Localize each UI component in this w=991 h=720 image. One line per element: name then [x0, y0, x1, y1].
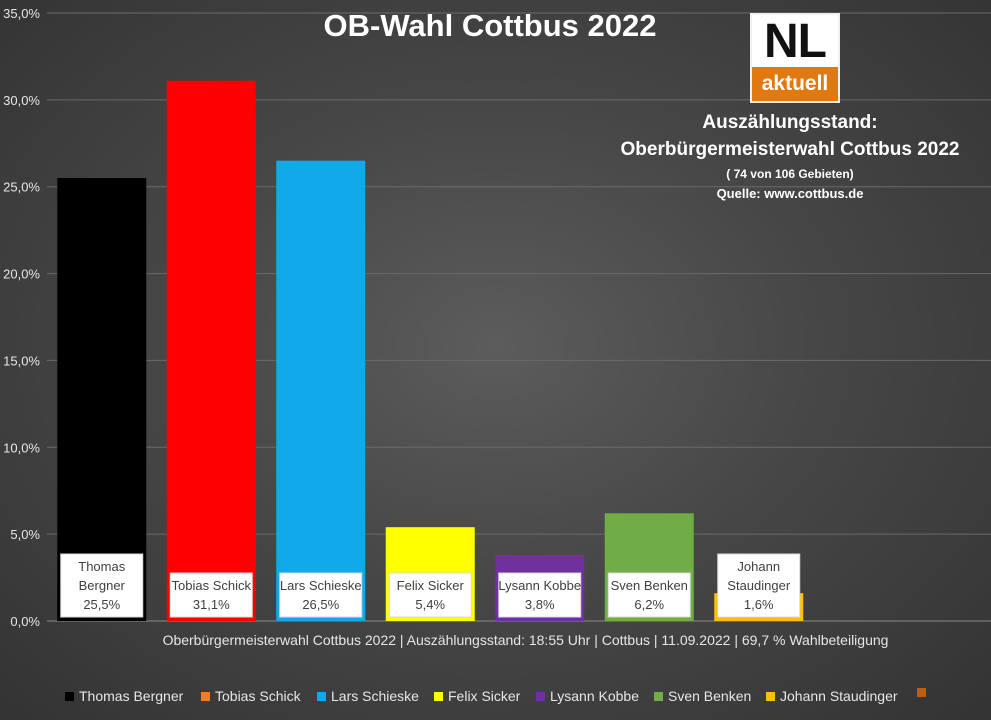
data-label: Bergner: [79, 578, 126, 593]
legend-item: Tobias Schick: [201, 688, 301, 704]
logo-nl-text: NL: [764, 14, 827, 68]
bar: [166, 80, 256, 621]
legend-label: Tobias Schick: [215, 688, 301, 704]
data-label: 5,4%: [415, 597, 445, 612]
chart-subtitle: Oberbürgermeisterwahl Cottbus 2022 | Aus…: [162, 632, 889, 648]
data-label: Tobias Schick: [172, 578, 252, 593]
data-label-box: [607, 572, 691, 618]
legend-swatch: [766, 691, 775, 701]
bar: [276, 160, 366, 621]
annotation-count-status: Auszählungsstand:: [702, 112, 878, 133]
legend-swatch: [654, 691, 663, 701]
legend-label: Felix Sicker: [448, 688, 521, 704]
y-tick-label: 0,0%: [10, 614, 40, 629]
y-tick-label: 25,0%: [3, 180, 40, 195]
legend-item: [917, 688, 931, 697]
data-label: Sven Benken: [611, 578, 688, 593]
data-label: Thomas: [78, 559, 125, 574]
data-label: 1,6%: [744, 597, 774, 612]
legend-item: Sven Benken: [654, 688, 751, 704]
data-label: 25,5%: [83, 597, 120, 612]
chart-title: OB-Wahl Cottbus 2022: [323, 8, 657, 43]
legend-item: Lars Schieske: [317, 688, 419, 704]
legend-swatch: [434, 691, 443, 701]
y-tick-label: 10,0%: [3, 440, 40, 455]
data-label-box: [60, 553, 144, 618]
data-label: Johann: [737, 559, 780, 574]
legend-swatch: [917, 688, 926, 697]
legend-label: Thomas Bergner: [79, 688, 184, 704]
legend-item: Thomas Bergner: [65, 688, 183, 704]
data-label-box: [717, 553, 801, 618]
bar: [57, 178, 147, 621]
data-label: Felix Sicker: [397, 578, 465, 593]
y-tick-label: 15,0%: [3, 353, 40, 368]
annotation-election-name: Oberbürgermeisterwahl Cottbus 2022: [620, 139, 960, 160]
logo-aktuell-text: aktuell: [752, 67, 838, 101]
nl-aktuell-logo: NL aktuell: [750, 13, 840, 103]
chart-legend: Thomas Bergner Tobias Schick Lars Schieske…: [0, 688, 991, 708]
y-tick-label: 30,0%: [3, 93, 40, 108]
legend-swatch: [536, 691, 545, 701]
legend-label: Lars Schieske: [331, 688, 419, 704]
legend-label: Lysann Kobbe: [550, 688, 639, 704]
data-label-box: [498, 572, 582, 618]
data-label-box: [169, 572, 253, 618]
legend-item: Johann Staudinger: [766, 688, 898, 704]
data-label: 26,5%: [302, 597, 339, 612]
data-label: 6,2%: [634, 597, 664, 612]
legend-item: Felix Sicker: [434, 688, 520, 704]
data-label: Lars Schieske: [280, 578, 362, 593]
y-tick-label: 20,0%: [3, 267, 40, 282]
annotation-source: Quelle: www.cottbus.de: [716, 186, 864, 201]
data-label-box: [388, 572, 472, 618]
legend-label: Johann Staudinger: [780, 688, 898, 704]
data-label-box: [279, 572, 363, 618]
legend-swatch: [65, 691, 74, 701]
data-label: Lysann Kobbe: [498, 578, 581, 593]
y-tick-label: 5,0%: [10, 527, 40, 542]
y-tick-label: 35,0%: [3, 6, 40, 21]
legend-swatch: [201, 691, 210, 701]
data-label: Staudinger: [727, 578, 791, 593]
legend-item: Lysann Kobbe: [536, 688, 639, 704]
data-label: 31,1%: [193, 597, 230, 612]
data-label: 3,8%: [525, 597, 555, 612]
legend-label: Sven Benken: [668, 688, 752, 704]
annotation-districts: ( 74 von 106 Gebieten): [726, 167, 854, 181]
legend-swatch: [317, 691, 326, 701]
